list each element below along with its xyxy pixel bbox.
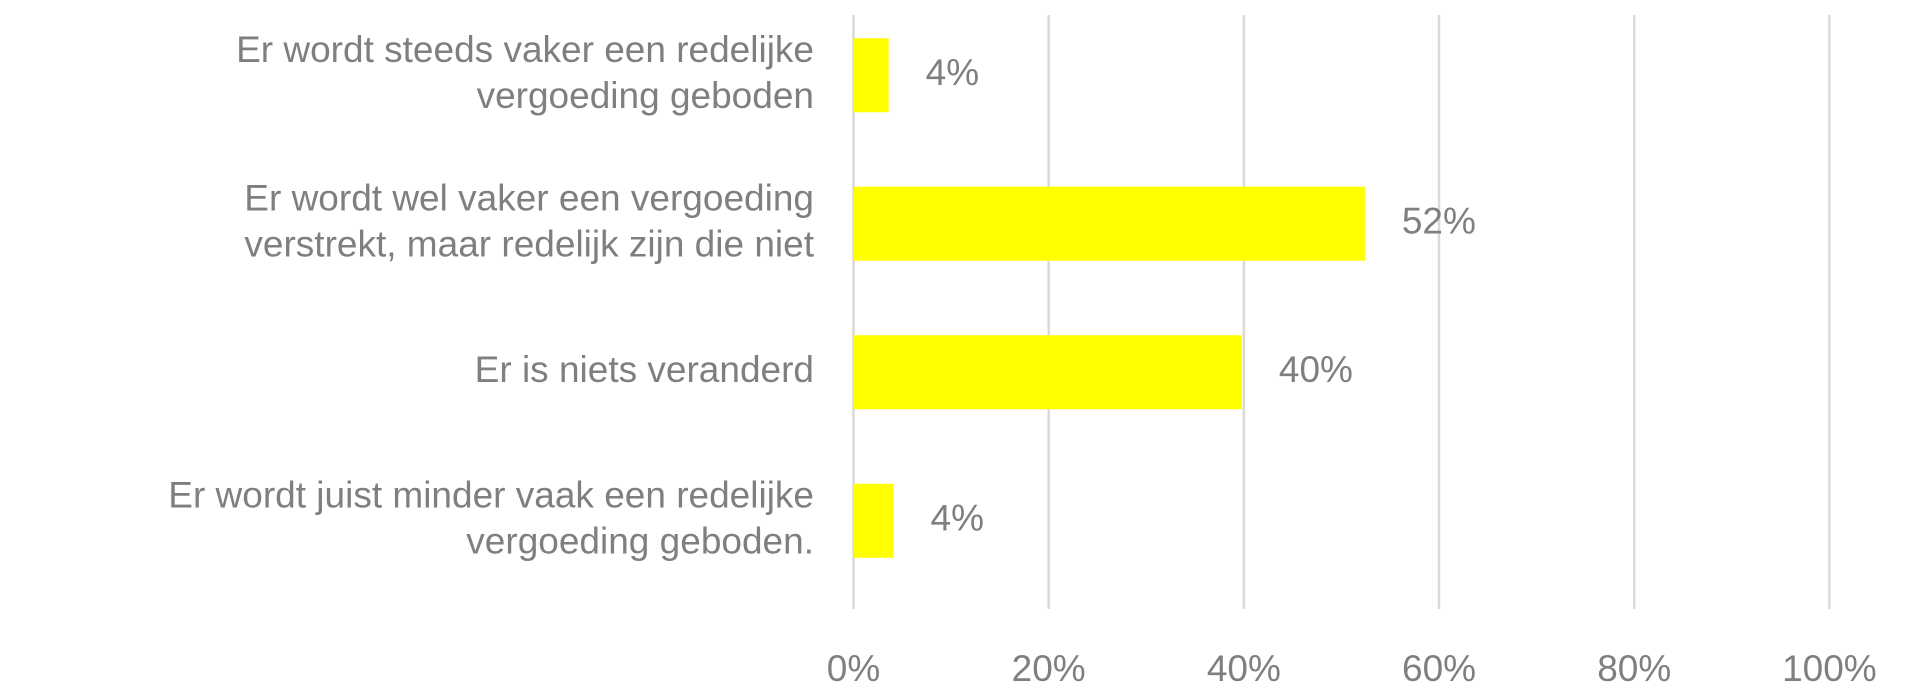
bar <box>853 335 1242 410</box>
value-label: 4% <box>931 498 984 539</box>
category-label: verstrekt, maar redelijk zijn die niet <box>244 224 814 265</box>
bar <box>853 186 1365 261</box>
category-label: vergoeding geboden. <box>466 521 814 562</box>
value-label: 4% <box>926 52 979 93</box>
category-label: Er wordt wel vaker een vergoeding <box>244 178 814 219</box>
x-tick-label: 60% <box>1402 648 1476 689</box>
x-tick-label: 100% <box>1782 648 1877 689</box>
x-tick-label: 80% <box>1597 648 1671 689</box>
value-label: 52% <box>1402 201 1476 242</box>
x-tick-label: 20% <box>1012 648 1086 689</box>
category-label: Er wordt steeds vaker een redelijke <box>236 29 814 70</box>
bar <box>853 483 894 558</box>
x-tick-label: 40% <box>1207 648 1281 689</box>
value-label: 40% <box>1279 349 1353 390</box>
category-label: Er is niets veranderd <box>475 349 814 390</box>
category-label: Er wordt juist minder vaak een redelijke <box>168 475 814 516</box>
x-tick-label: 0% <box>827 648 880 689</box>
category-label: vergoeding geboden <box>477 75 814 116</box>
bar <box>853 38 889 113</box>
